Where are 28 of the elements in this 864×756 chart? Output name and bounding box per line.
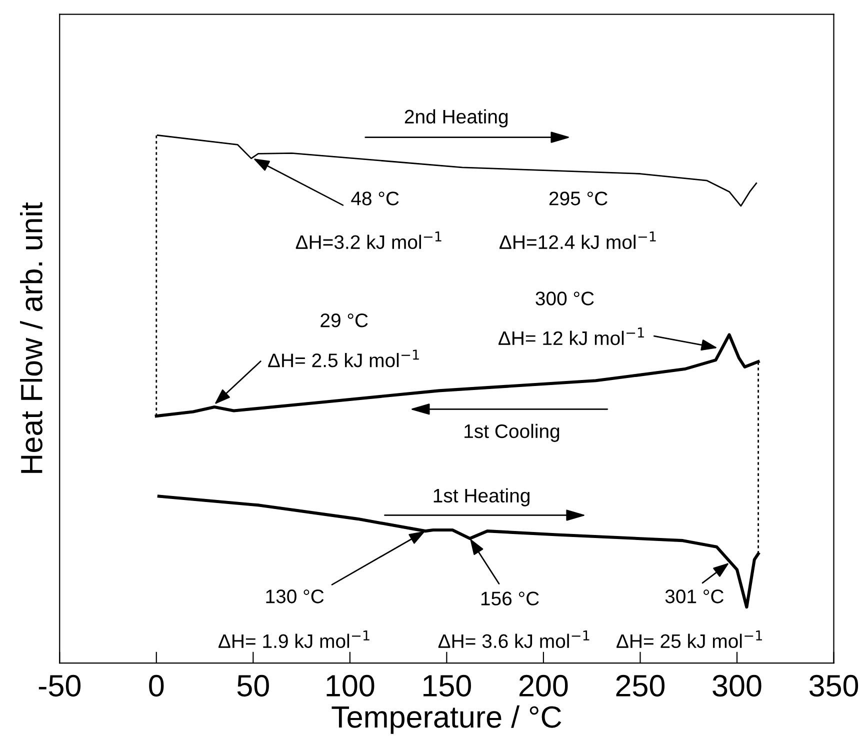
x-tick-label: 250 xyxy=(616,674,665,697)
annotation: ΔH= 3.6 kJ mol$^{−1}$ xyxy=(438,630,590,648)
x-tick-label: 0 xyxy=(149,674,164,697)
x-tick-label: 50 xyxy=(237,674,269,697)
annotation: 29 °C xyxy=(320,314,368,328)
annotation: 301 °C xyxy=(665,590,724,604)
x-tick-label: -50 xyxy=(38,674,81,697)
annotation: ΔH= 2.5 kJ mol$^{−1}$ xyxy=(268,350,419,368)
annotation: 48 °C xyxy=(351,192,399,206)
annotation: 156 °C xyxy=(481,592,539,606)
annotation: ΔH= 25 kJ mol$^{−1}$ xyxy=(616,630,762,648)
annotation: ΔH= 12 kJ mol$^{−1}$ xyxy=(498,328,644,346)
annotation: 300 °C xyxy=(536,292,594,306)
x-tick-label: 100 xyxy=(326,674,374,697)
x-tick-label: 350 xyxy=(809,674,858,697)
x-tick-label: 300 xyxy=(712,674,762,697)
text: 2nd Heating xyxy=(404,109,508,128)
annotation: 295 °C xyxy=(549,192,608,206)
x-tick-label: 150 xyxy=(424,674,471,697)
annotation: ΔH= 1.9 kJ mol$^{−1}$ xyxy=(218,630,370,648)
annotation: ΔH=12.4 kJ mol$^{−1}$ xyxy=(500,231,656,250)
y-axis-title: Heat Flow / arb. unit xyxy=(20,202,42,473)
x-axis-title: Temperature / °C xyxy=(332,705,562,734)
annotation: 130 °C xyxy=(266,590,324,604)
annotation: 1st Heating xyxy=(434,488,530,506)
annotation: 1st Cooling xyxy=(464,424,560,442)
x-tick-label: 200 xyxy=(520,674,568,697)
annotation: ΔH=3.2 kJ mol$^{−1}$ xyxy=(296,231,442,250)
